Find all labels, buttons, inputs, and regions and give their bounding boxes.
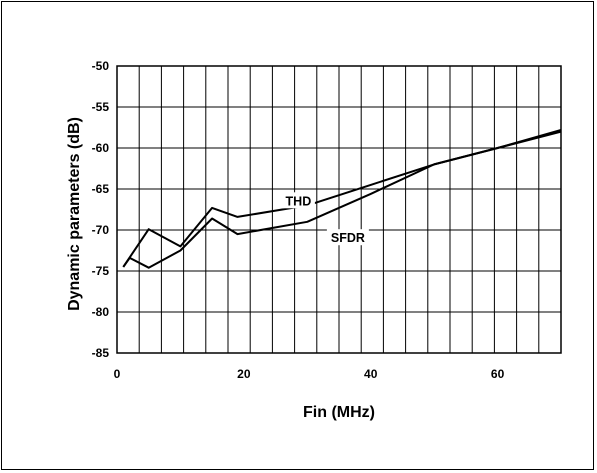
y-tick-labels: -50 -55 -60 -65 -70 -75 -80 -85: [92, 59, 110, 360]
series-label-background: [326, 229, 369, 246]
y-tick-label: -60: [92, 141, 110, 155]
x-axis-title: Fin (MHz): [303, 404, 375, 421]
x-tick-label: 0: [114, 367, 121, 381]
series-line-sfdr: [122, 130, 562, 268]
y-tick-label: -50: [92, 59, 110, 73]
series-label-background: [281, 192, 315, 209]
series-labels: THD SFDR: [281, 192, 369, 246]
y-tick-label: -65: [92, 182, 110, 196]
y-axis-title: Dynamic parameters (dB): [66, 117, 83, 311]
series-label-sfdr: SFDR: [326, 229, 369, 246]
y-tick-label: -80: [92, 305, 110, 319]
series-label-text: SFDR: [331, 231, 365, 245]
series-line-thd: [122, 129, 562, 269]
plot-border-rect: [116, 65, 562, 354]
y-tick-label: -70: [92, 223, 110, 237]
x-tick-label: 60: [491, 367, 505, 381]
plot-area-border: [116, 65, 562, 354]
x-tick-labels: 0 20 40 60: [114, 367, 505, 381]
y-tick-label: -85: [92, 346, 110, 360]
series-label-text: THD: [286, 194, 312, 208]
x-tick-label: 40: [364, 367, 378, 381]
x-tick-label: 20: [237, 367, 251, 381]
y-tick-label: -55: [92, 100, 110, 114]
series-label-thd: THD: [281, 192, 315, 209]
series-lines: [122, 129, 562, 269]
y-tick-label: -75: [92, 264, 110, 278]
grid: [117, 66, 561, 353]
